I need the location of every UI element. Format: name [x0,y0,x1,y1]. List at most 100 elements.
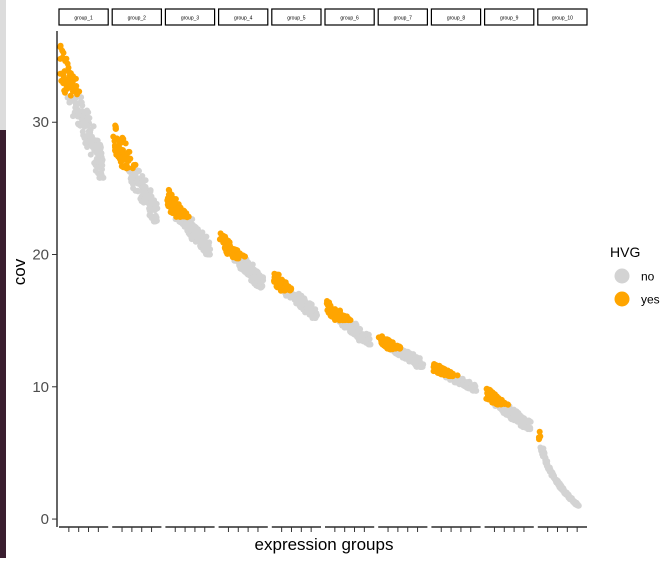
point-no [177,219,184,226]
hvg-facet-scatter-chart: group_1 group_2 group_3 group_4 group_5 group… [6,0,671,558]
y-tick-label: 20 [32,247,49,264]
facet-strip-group_9 [484,8,535,26]
point-yes [126,155,133,162]
y-tick-label: 10 [32,379,49,396]
point-yes [67,92,74,99]
point-yes [69,83,76,90]
point-no [70,113,76,120]
legend-label-no: no [641,270,655,284]
point-yes [126,148,133,155]
point-no [94,137,100,144]
point-yes [76,88,83,95]
point-yes [485,391,491,398]
point-yes [165,186,172,193]
point-no [91,160,98,166]
point-no [367,341,374,348]
point-no [184,225,191,232]
point-yes [332,306,339,313]
point-no [97,174,104,181]
point-no [303,302,310,309]
point-no [466,385,473,392]
facet-label-group_5: group_5 [287,16,306,22]
point-no [558,484,565,491]
point-yes [493,401,500,408]
point-yes [184,214,191,221]
point-no [256,272,263,279]
point-yes [396,345,403,352]
point-no [87,151,94,158]
y-tick-label: 30 [32,114,49,131]
point-yes [383,342,389,349]
point-yes [441,366,448,373]
x-axis-title: expression groups [255,535,394,554]
point-no [191,223,198,230]
point-no [472,387,479,394]
point-no [97,159,104,166]
point-yes [110,133,117,140]
y-axis-title: cov [10,258,29,285]
point-no [141,195,148,202]
point-yes [63,79,70,86]
point-no [521,416,528,423]
point-yes [347,317,354,324]
point-no [128,178,135,185]
point-yes [65,64,72,71]
facet-strip-group_4 [218,8,269,26]
point-no [205,250,212,257]
facet-label-group_8: group_8 [447,16,466,22]
point-yes [441,370,448,377]
point-no [246,265,253,271]
facet-strip-group_2 [111,8,162,26]
point-yes [121,155,128,162]
facet-strip-group_8 [430,8,482,26]
facet-strip-group_6 [324,8,375,26]
point-no [78,99,85,106]
point-yes [224,250,231,257]
point-no [251,273,258,280]
point-yes [175,212,182,219]
point-yes [432,362,439,368]
point-no [66,99,73,106]
facet-label-group_3: group_3 [181,16,200,22]
point-no [360,338,367,345]
point-no [540,453,546,460]
facet-strips: group_1 group_2 group_3 group_4 group_5 group… [58,8,588,26]
chart-canvas: group_1 group_2 group_3 group_4 group_5 group… [10,8,660,554]
point-yes [220,237,227,243]
facet-label-group_9: group_9 [500,16,519,22]
point-no [527,426,533,433]
background-window-edge [0,0,6,558]
point-no [137,195,144,202]
point-yes [283,286,290,293]
facet-label-group_7: group_7 [394,16,413,22]
facet-strip-group_3 [164,8,216,26]
point-yes [454,372,461,379]
point-yes [120,136,127,142]
point-yes [536,428,543,435]
point-no [545,465,552,472]
point-no [92,167,99,174]
facet-label-group_10: group_10 [552,16,573,22]
point-no [152,204,159,211]
point-no [251,280,258,287]
point-no [513,408,520,415]
point-yes [271,278,278,285]
point-yes [449,373,456,380]
point-yes [66,69,73,76]
data-points [57,42,582,509]
facet-strip-group_1 [58,8,109,26]
point-no [134,187,141,194]
point-no [295,298,301,305]
point-no [81,109,88,116]
point-no [353,329,360,336]
point-yes [132,161,139,168]
point-no [191,230,198,237]
point-yes [164,201,171,208]
facet-label-group_2: group_2 [128,16,147,22]
point-no [306,311,313,318]
point-no [257,284,264,291]
point-yes [120,164,127,171]
point-yes [122,140,129,147]
point-no [241,268,248,275]
